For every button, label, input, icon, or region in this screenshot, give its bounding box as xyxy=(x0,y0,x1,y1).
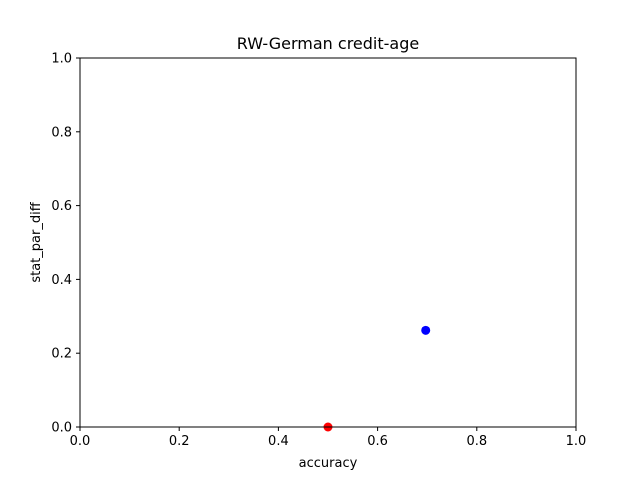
x-tick-label: 0.8 xyxy=(466,434,487,449)
x-tick-label: 0.6 xyxy=(367,434,388,449)
y-tick-label: 0.2 xyxy=(51,347,72,362)
y-axis-label: stat_par_diff xyxy=(29,201,44,282)
x-axis-label: accuracy xyxy=(299,456,358,471)
plot-background xyxy=(80,58,576,427)
x-tick-label: 0.2 xyxy=(169,434,190,449)
scatter-point-0 xyxy=(421,325,431,335)
x-tick-label: 0.4 xyxy=(268,434,289,449)
chart-title: RW-German credit-age xyxy=(237,34,419,53)
plot-area xyxy=(80,58,576,427)
y-tick-label: 0.0 xyxy=(51,421,72,436)
plot-frame xyxy=(79,57,577,428)
y-tick-label: 0.8 xyxy=(51,125,72,140)
y-axis: 0.0 0.2 0.4 0.6 0.8 1.0 xyxy=(51,52,80,436)
x-tick-label: 1.0 xyxy=(566,434,587,449)
y-tick-label: 0.6 xyxy=(51,199,72,214)
x-axis: 0.0 0.2 0.4 0.6 0.8 1.0 xyxy=(70,427,587,449)
x-tick-label: 0.0 xyxy=(70,434,91,449)
y-tick-label: 0.4 xyxy=(51,273,72,288)
y-tick-label: 1.0 xyxy=(51,52,72,67)
